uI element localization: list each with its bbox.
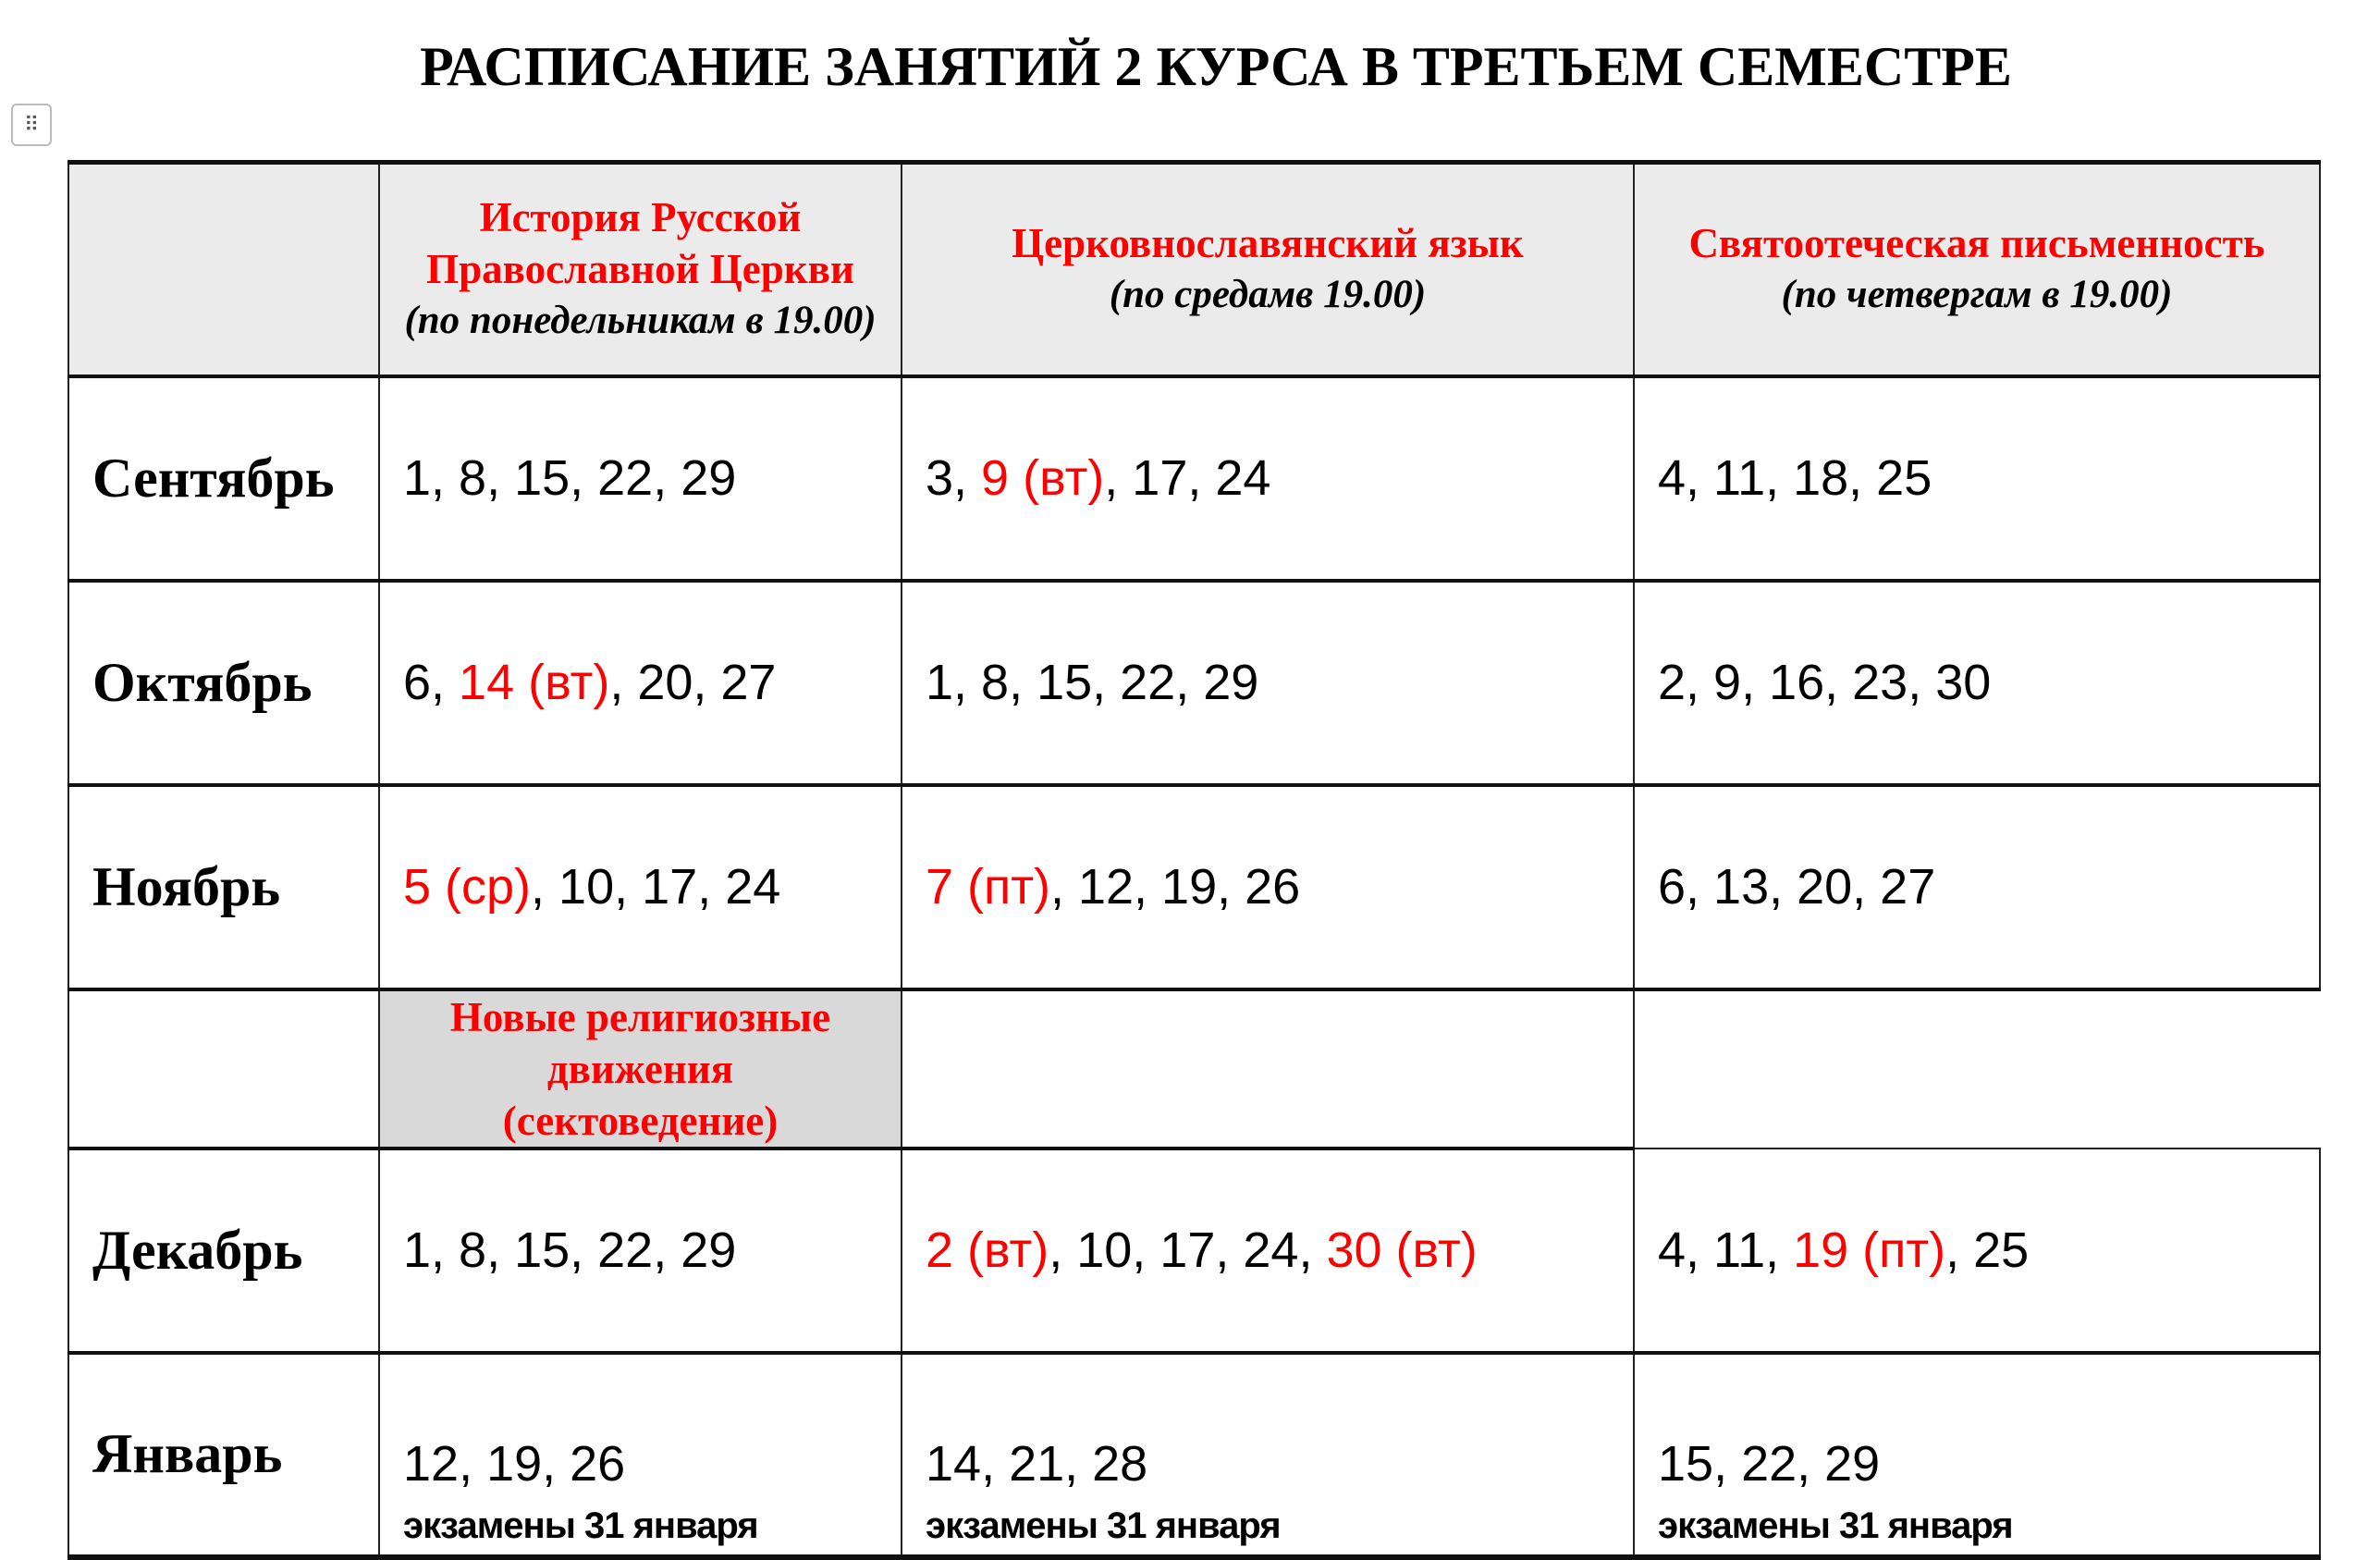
section-row: Новые религиозные движения (сектоведение) [67,988,2320,1150]
date-cell: 5 (ср), 10, 17, 24 [378,783,902,991]
page-title: РАСПИСАНИЕ ЗАНЯТИЙ 2 КУРСА В ТРЕТЬЕМ СЕМ… [420,36,2012,97]
dates-list: 15, 22, 29 [1658,1435,2319,1492]
dates-list: 6, 14 (вт), 20, 27 [403,654,901,711]
date-cell: 2 (вт), 10, 17, 24, 30 (вт) [901,1147,1635,1355]
date-text: 1, 8, 15, 22, 29 [403,450,737,506]
subject-name: Церковнославянский язык [1012,220,1524,267]
dates-list: 7 (пт), 12, 19, 26 [926,858,1633,915]
dates-list: 5 (ср), 10, 17, 24 [403,858,901,915]
section-subject: Новые религиозные движения [449,993,831,1092]
schedule-table: История Русской Православной Церкви (по п… [67,160,2321,1560]
date-text: 6, 13, 20, 27 [1658,859,1936,915]
date-text: , 10, 17, 24, [1049,1222,1327,1278]
dates-list: 2, 9, 16, 23, 30 [1658,654,2319,711]
rescheduled-date: 9 (вт) [981,450,1105,506]
dates-list: 1, 8, 15, 22, 29 [403,1222,901,1279]
month-label: Октябрь [67,579,380,787]
dates-list: 1, 8, 15, 22, 29 [926,654,1633,711]
date-text: 3, [926,450,982,506]
subject-schedule: (по средамв 19.00) [1109,273,1427,317]
corner-cell [67,160,380,378]
date-text: 15, 22, 29 [1658,1435,1881,1492]
date-cell: 4, 11, 19 (пт), 25 [1633,1147,2321,1355]
table-row: Ноябрь 5 (ср), 10, 17, 24 7 (пт), 12, 19, … [67,783,2321,991]
date-cell: 6, 13, 20, 27 [1633,783,2321,991]
date-cell: 6, 14 (вт), 20, 27 [378,579,902,787]
exam-note: экзамены 31 января [403,1505,759,1546]
date-text: , 17, 24 [1104,450,1271,506]
date-text: 1, 8, 15, 22, 29 [403,1222,737,1278]
month-label: Январь [67,1351,380,1560]
table-row: Октябрь 6, 14 (вт), 20, 27 1, 8, 15, 22, 2… [67,579,2321,787]
date-cell: 15, 22, 29 экзамены 31 января [1633,1351,2321,1560]
month-label: Сентябрь [67,375,380,583]
empty-cell [67,988,380,1150]
dates-list: 1, 8, 15, 22, 29 [403,449,901,507]
rescheduled-date: 7 (пт) [926,859,1050,915]
date-cell: 3, 9 (вт), 17, 24 [901,375,1635,583]
dates-list: 3, 9 (вт), 17, 24 [926,449,1633,507]
dates-list: 6, 13, 20, 27 [1658,858,2319,915]
month-label: Ноябрь [67,783,380,991]
month-label: Декабрь [67,1147,380,1355]
table-row: Январь 12, 19, 26 экзамены 31 января 14, 21… [67,1351,2321,1560]
rescheduled-date: 5 (ср) [403,859,532,915]
rescheduled-date: 2 (вт) [926,1222,1049,1278]
column-header: Святоотеческая письменность (по четвергам… [1633,160,2321,378]
date-cell: 1, 8, 15, 22, 29 [901,579,1635,787]
date-cell: 2, 9, 16, 23, 30 [1633,579,2321,787]
drag-handle-icon[interactable]: ⠿ [11,104,52,146]
date-text: , 25 [1945,1222,2030,1278]
date-cell: 7 (пт), 12, 19, 26 [901,783,1635,991]
date-text: 12, 19, 26 [403,1435,626,1492]
subject-name: История Русской Православной Церкви [426,194,854,293]
header-row: История Русской Православной Церкви (по п… [67,160,2321,378]
date-text: , 10, 17, 24 [531,859,781,915]
rescheduled-date: 30 (вт) [1326,1222,1478,1278]
rescheduled-date: 19 (пт) [1793,1222,1946,1278]
date-cell: 1, 8, 15, 22, 29 [378,1147,902,1355]
exam-note: экзамены 31 января [926,1505,1282,1546]
empty-cell [901,988,1635,1150]
date-text: 2, 9, 16, 23, 30 [1658,655,1992,710]
date-cell: 12, 19, 26 экзамены 31 января [378,1351,902,1560]
dates-list: 4, 11, 19 (пт), 25 [1658,1222,2319,1279]
dates-list: 12, 19, 26 [403,1435,901,1492]
section-subtitle: (сектоведение) [502,1097,779,1144]
date-text: 4, 11, [1658,1222,1794,1278]
date-text: , 20, 27 [609,655,777,710]
table-row: Сентябрь 1, 8, 15, 22, 29 3, 9 (вт), 17, 2… [67,375,2321,583]
rescheduled-date: 14 (вт) [459,655,610,710]
date-cell: 4, 11, 18, 25 [1633,375,2321,583]
date-text: 4, 11, 18, 25 [1658,450,1932,506]
table-row: Декабрь 1, 8, 15, 22, 29 2 (вт), 10, 17, 2… [67,1147,2321,1355]
date-text: , 12, 19, 26 [1049,859,1301,915]
date-cell: 1, 8, 15, 22, 29 [378,375,902,583]
date-text: 14, 21, 28 [926,1435,1148,1492]
subject-schedule: (по четвергам в 19.00) [1781,273,2173,317]
dates-list: 2 (вт), 10, 17, 24, 30 (вт) [926,1222,1633,1279]
date-text: 1, 8, 15, 22, 29 [926,655,1259,710]
exam-note: экзамены 31 января [1658,1505,2014,1546]
section-header-cell: Новые религиозные движения (сектоведение) [378,988,902,1150]
column-header: История Русской Православной Церкви (по п… [378,160,902,378]
subject-name: Святоотеческая письменность [1688,220,2265,267]
dates-list: 14, 21, 28 [926,1435,1633,1492]
date-text: 6, [403,655,460,710]
dates-list: 4, 11, 18, 25 [1658,449,2319,507]
column-header: Церковнославянский язык (по средамв 19.00… [901,160,1635,378]
date-cell: 14, 21, 28 экзамены 31 января [901,1351,1635,1560]
subject-schedule: (по понедельникам в 19.00) [404,299,877,343]
